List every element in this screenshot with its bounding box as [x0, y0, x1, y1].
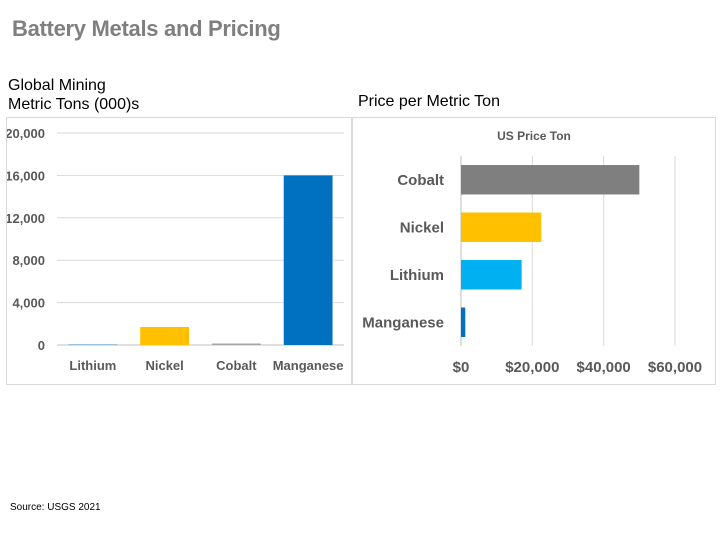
y-tick-label: 20,000: [7, 126, 45, 141]
x-tick-label: $20,000: [505, 359, 559, 376]
bar-manganese: [283, 175, 333, 345]
y-tick-label: Manganese: [362, 314, 444, 331]
y-tick-label: 0: [38, 338, 45, 353]
x-tick-label: Lithium: [69, 358, 116, 373]
bar-cobalt: [461, 165, 640, 195]
bar-cobalt: [211, 343, 261, 345]
left-chart-heading-line2: Metric Tons (000)s: [8, 96, 140, 113]
slide-title: Battery Metals and Pricing: [12, 16, 281, 41]
y-tick-label: Cobalt: [397, 172, 444, 189]
x-tick-label: Manganese: [273, 358, 344, 373]
x-tick-label: $60,000: [648, 359, 702, 376]
price-bar-chart: US Price Ton $0 $20,000 $40,000 $60,000 Cobal…: [362, 129, 702, 376]
bar-manganese: [461, 307, 466, 337]
left-chart-heading: Global Mining Metric Tons (000)s: [8, 76, 139, 114]
y-tick-label: 4,000: [12, 296, 45, 311]
mining-bar-chart: 0 4,000 8,000 12,000 16,000 20,000 Lithium Nick…: [7, 126, 344, 373]
y-tick-label: Nickel: [400, 219, 444, 236]
bar-nickel: [140, 326, 190, 345]
x-tick-label: Cobalt: [216, 358, 257, 373]
y-tick-label: 16,000: [7, 168, 45, 183]
y-tick-label: 8,000: [12, 253, 45, 268]
y-tick-label: 12,000: [7, 211, 45, 226]
x-tick-label: $40,000: [577, 359, 631, 376]
price-chart-panel: US Price Ton $0 $20,000 $40,000 $60,000 Cobal…: [352, 117, 716, 385]
bar-lithium: [461, 260, 522, 290]
bar-nickel: [461, 212, 542, 242]
bar-lithium: [68, 344, 118, 346]
x-tick-label: Nickel: [145, 358, 183, 373]
chart-title: US Price Ton: [497, 129, 571, 143]
mining-chart-panel: 0 4,000 8,000 12,000 16,000 20,000 Lithium Nick…: [6, 117, 352, 385]
y-tick-label: Lithium: [390, 267, 444, 284]
x-tick-label: $0: [453, 359, 470, 376]
right-chart-heading: Price per Metric Ton: [358, 93, 500, 110]
left-chart-heading-line1: Global Mining: [8, 77, 106, 94]
source-note: Source: USGS 2021: [10, 502, 101, 513]
